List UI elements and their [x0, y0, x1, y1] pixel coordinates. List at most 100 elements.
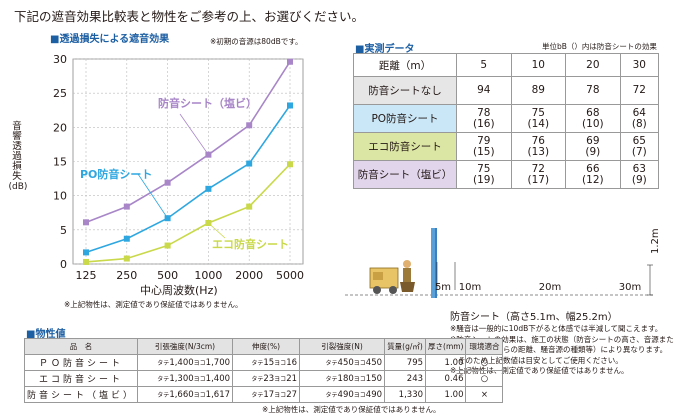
eco-mark: × — [465, 386, 504, 403]
properties-pair-cell: タテ1,300ヨコ1,400 — [137, 370, 234, 387]
illustration-note: ※騒音は一般的に10dB下がると体感では半減して聞こえます。 — [450, 324, 663, 333]
x-tick-label: 2000 — [235, 269, 263, 282]
measurement-table: 距離（m） 5 10 20 30 防音シートなし 94 89 78 72 PO防音シート 78 (16)… — [353, 53, 660, 189]
properties-pair-cell: タテ23ヨコ21 — [232, 370, 301, 387]
x-axis-label: 中心周波数(Hz) — [140, 284, 218, 297]
properties-header-cell: 質量(g/㎡) — [384, 338, 427, 355]
series-line-2 — [85, 163, 291, 263]
measurement-value: 79 (15) — [456, 132, 512, 161]
y-tick-label: 25 — [53, 87, 67, 100]
properties-pair-cell: タテ1,400ヨコ1,700 — [137, 354, 234, 371]
properties-footnote: ※上記物性は、測定値であり保証値ではありません。 — [262, 405, 441, 414]
properties-row: ＰＯ防音シート タテ1,400ヨコ1,700 タテ15ヨコ16 タテ450ヨコ450 7… — [23, 354, 504, 371]
eco-mark: ○ — [465, 370, 504, 387]
distance-label: 10m — [459, 282, 481, 293]
distance-header-cell: 距離（m） — [353, 53, 457, 77]
product-name: エコ防音シート — [23, 370, 139, 387]
properties-value: 1,330 — [384, 386, 427, 403]
data-point — [164, 179, 171, 186]
properties-table: 品 名引張強度(N/3cm) 伸度(%) 引裂強度(N) 質量(g/㎡) 厚さ(mm) 環… — [23, 338, 504, 403]
line-chart: 0 5 10 15 20 25 30 125 250 500 1000 2000 5000 防音シート… — [53, 53, 304, 282]
x-tick-label: 250 — [116, 269, 137, 282]
properties-header-cell: 引裂強度(N) — [299, 338, 386, 355]
illustration-note: は、受音点からの距離、騒音源の種類等）により異なります。 — [458, 345, 668, 354]
measurement-title: ■実測データ — [355, 44, 415, 55]
generator-icon — [369, 267, 399, 294]
properties-title: ■物性値 — [26, 329, 66, 340]
illustration-notes: ※騒音は一般的に10dB下がると体感では半減して聞こえます。 ※防音シートの効果は… — [450, 324, 695, 377]
illustration-note: ※防音シートの効果は、施工の状態（防音シートの高さ、音源また — [450, 334, 674, 344]
row-label: PO防音シート — [353, 104, 457, 133]
x-tick-label: 1000 — [194, 269, 222, 282]
properties-pair-cell: タテ180ヨコ150 — [299, 370, 386, 387]
data-point — [205, 185, 212, 192]
data-point — [123, 255, 130, 262]
y-axis-label-text: 音響透過損失 — [12, 121, 22, 182]
illustration-note: そのため上記数値は目安としてご使用ください。 — [458, 355, 623, 365]
measurement-value: 66 (12) — [565, 160, 621, 189]
chart-grid — [72, 58, 304, 265]
data-point — [123, 235, 130, 242]
measurement-value: 68 (10) — [565, 104, 621, 133]
x-tick-label: 5000 — [276, 269, 304, 282]
distance-label: 20m — [539, 282, 561, 293]
y-tick-label: 10 — [53, 190, 67, 203]
y-tick-label: 15 — [53, 156, 67, 169]
measurement-row: PO防音シート 78 (16) 75 (14) 68 (10) 64 (8) — [353, 104, 660, 133]
data-point — [246, 203, 253, 210]
x-tick-label: 125 — [76, 269, 97, 282]
measurement-value: 94 — [456, 76, 512, 105]
measurement-value: 64 (8) — [619, 104, 660, 133]
distance-cell: 10 — [510, 53, 567, 77]
product-name: 防音シート（塩ビ） — [23, 386, 139, 403]
properties-row: 防音シート（塩ビ） タテ1,660ヨコ1,617 タテ17ヨコ27 タテ490ヨコ49… — [23, 386, 504, 403]
measurement-value: 75 (19) — [456, 160, 512, 189]
data-point — [83, 258, 89, 265]
measurement-row: エコ防音シート 79 (15) 76 (13) 69 (9) 65 (7) — [353, 132, 660, 161]
eco-mark: ○ — [465, 354, 504, 371]
series-line-1 — [85, 105, 291, 254]
properties-header-cell: 品 名 — [23, 338, 139, 355]
chart-lines — [83, 58, 293, 265]
series-label-0: 防音シート（塩ビ） — [158, 96, 257, 110]
properties-value: 795 — [384, 354, 427, 371]
properties-header-row: 品 名引張強度(N/3cm) 伸度(%) 引裂強度(N) 質量(g/㎡) 厚さ(mm) 環… — [23, 338, 504, 355]
series-line-0 — [85, 61, 291, 224]
worker-icon — [400, 260, 415, 292]
intro-text: 下記の遮音効果比較表と物性をご参考の上、お選びください。 — [14, 9, 365, 24]
measurement-value: 72 — [619, 76, 660, 105]
data-point — [287, 161, 293, 168]
measurement-row: 防音シート（塩ビ） 75 (19) 72 (17) 66 (12) 63 (9) — [353, 160, 660, 189]
measurement-value: 75 (14) — [510, 104, 567, 133]
data-point — [246, 122, 253, 129]
y-axis-ticks: 0 5 10 15 20 25 30 — [53, 53, 67, 271]
distance-labels: 5m 10m 20m 30m — [435, 282, 641, 293]
measurement-value: 78 — [565, 76, 621, 105]
data-point — [123, 203, 130, 210]
x-tick-label: 500 — [157, 269, 178, 282]
illustration-note: ※上記物性は、測定値であり保証値ではありません。 — [450, 366, 629, 375]
row-label: 防音シートなし — [353, 76, 457, 105]
y-axis-unit: (dB) — [8, 182, 28, 192]
properties-header-cell: 引張強度(N/3cm) — [137, 338, 234, 355]
distance-label: 30m — [619, 282, 641, 293]
height-label: 1.2m — [650, 228, 661, 254]
measurement-value: 69 (9) — [565, 132, 621, 161]
data-point — [246, 160, 253, 167]
properties-header-cell: 厚さ(mm) — [425, 338, 467, 355]
distance-cell: 5 — [456, 53, 512, 77]
distance-cell: 20 — [565, 53, 621, 77]
y-tick-label: 30 — [53, 53, 67, 66]
product-name: ＰＯ防音シート — [23, 354, 139, 371]
distance-cell: 30 — [619, 53, 660, 77]
label-leader — [179, 113, 209, 155]
y-tick-label: 20 — [53, 121, 67, 134]
plot-area — [72, 58, 304, 265]
distance-label: 5m — [435, 282, 451, 293]
properties-pair-cell: タテ1,660ヨコ1,617 — [137, 386, 234, 403]
chart-note: ※初期の音源は80dBです。 — [210, 37, 303, 46]
series-label-1: PO防音シート — [80, 167, 152, 181]
measurement-value: 76 (13) — [510, 132, 567, 161]
measurement-value: 65 (7) — [619, 132, 660, 161]
